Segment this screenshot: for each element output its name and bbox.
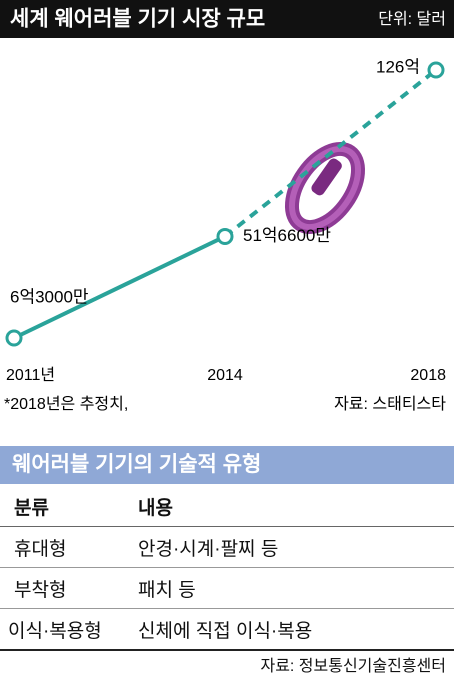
- point: [5, 329, 23, 347]
- x-tick-label: 2014: [207, 367, 243, 384]
- line-segment: [223, 68, 438, 239]
- table: 분류 내용 휴대형 안경·시계·팔찌 등 부착형 패치 등 이식·복용형 신체에 직접…: [0, 486, 454, 651]
- cell: 휴대형: [0, 526, 124, 568]
- data-label: 51억6600만: [243, 226, 331, 245]
- row: 이식·복용형 신체에 직접 이식·복용: [0, 608, 454, 651]
- x-tick-label: 2018: [410, 367, 446, 384]
- point: [216, 227, 234, 245]
- unit-label: 단위: 달러: [378, 10, 446, 28]
- table-source: 자료: 정보통신기술진흥센터: [260, 658, 446, 675]
- chart-title: 세계 웨어러블 기기 시장 규모: [10, 8, 265, 31]
- cell: 부착형: [0, 567, 124, 609]
- table-title: 웨어러블 기기의 기술적 유형: [0, 446, 454, 484]
- note: *2018년은 추정치,: [4, 395, 128, 413]
- cell: 이식·복용형: [0, 608, 124, 651]
- point: [427, 61, 445, 79]
- row: 부착형 패치 등: [0, 567, 454, 609]
- column-header: 내용: [124, 486, 454, 527]
- column-header: 분류: [0, 486, 124, 527]
- source: 자료: 스태티스타: [334, 395, 446, 413]
- cell: 안경·시계·팔찌 등: [124, 526, 454, 568]
- cell: 신체에 직접 이식·복용: [124, 608, 454, 651]
- data-label: 6억3000만: [10, 287, 89, 306]
- row: 휴대형 안경·시계·팔찌 등: [0, 526, 454, 568]
- line-segment: [13, 234, 226, 340]
- header-row: 분류 내용: [0, 486, 454, 527]
- wristband-illustration: [284, 141, 366, 235]
- cell: 패치 등: [124, 567, 454, 609]
- data-label: 126억: [376, 57, 420, 76]
- chart: 세계 웨어러블 기기 시장 규모 단위: 달러 *2018년은 추정치, 자료:…: [0, 0, 454, 413]
- title-bar: [0, 0, 454, 38]
- x-tick-label: 2011년: [6, 366, 55, 384]
